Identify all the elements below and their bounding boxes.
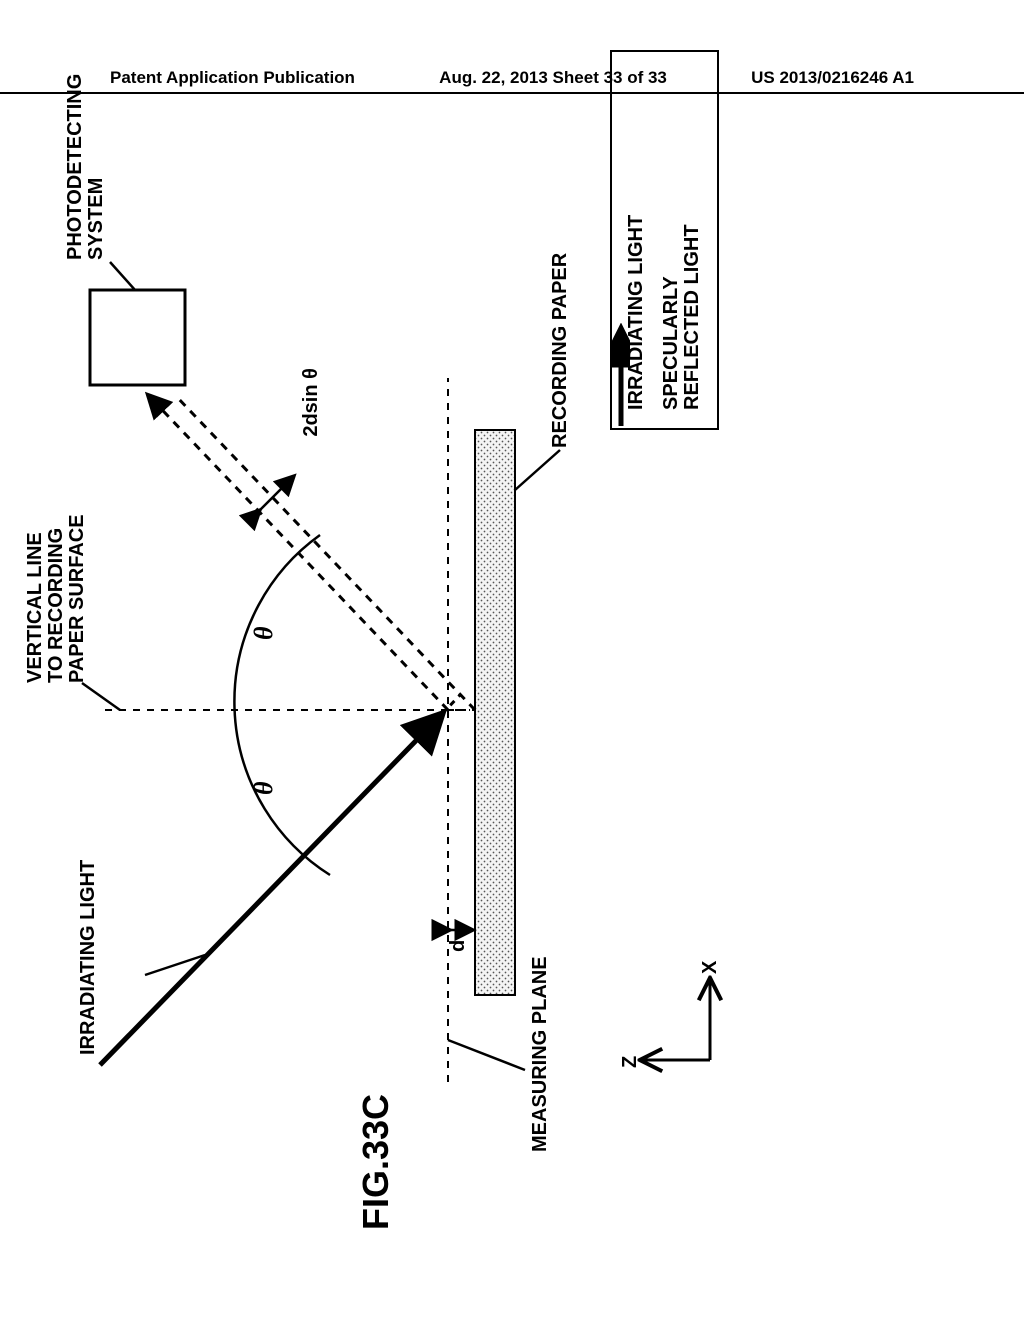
leader-vertical (82, 683, 120, 710)
legend-dashed-arrow-icon (612, 323, 630, 428)
label-2dsin: 2dsin θ (280, 368, 343, 470)
two-d-sin-dimension (260, 476, 294, 510)
label-theta-left: θ (250, 782, 277, 796)
angle-arc (234, 535, 330, 875)
label-photodetecting: PHOTODETECTING SYSTEM (65, 74, 107, 260)
legend-specular: SPECULARLY REFLECTED LIGHT (661, 70, 703, 410)
label-d: d (448, 940, 469, 952)
legend-box: IRRADIATING LIGHT SPECULARLY REFLECTED L… (610, 50, 719, 430)
legend-specular-label: SPECULARLY REFLECTED LIGHT (661, 224, 703, 410)
photodetecting-box (90, 290, 185, 385)
irradiating-light-ray (100, 714, 442, 1065)
label-vertical-line: VERTICAL LINE TO RECORDING PAPER SURFACE (25, 514, 88, 683)
diagram-svg (0, 50, 870, 1130)
label-irradiating-light: IRRADIATING LIGHT (78, 860, 99, 1055)
recording-paper-rect (475, 430, 515, 995)
label-measuring-plane: MEASURING PLANE (530, 956, 551, 1152)
leader-paper (515, 450, 560, 490)
label-axis-z: Z (620, 1056, 641, 1068)
leader-plane (448, 1040, 525, 1070)
label-recording-paper: RECORDING PAPER (550, 253, 571, 448)
label-axis-x: X (700, 961, 721, 974)
leader-detector (110, 262, 135, 290)
label-theta-right: θ (250, 627, 277, 641)
figure-diagram: FIG.33C (0, 230, 1024, 1130)
